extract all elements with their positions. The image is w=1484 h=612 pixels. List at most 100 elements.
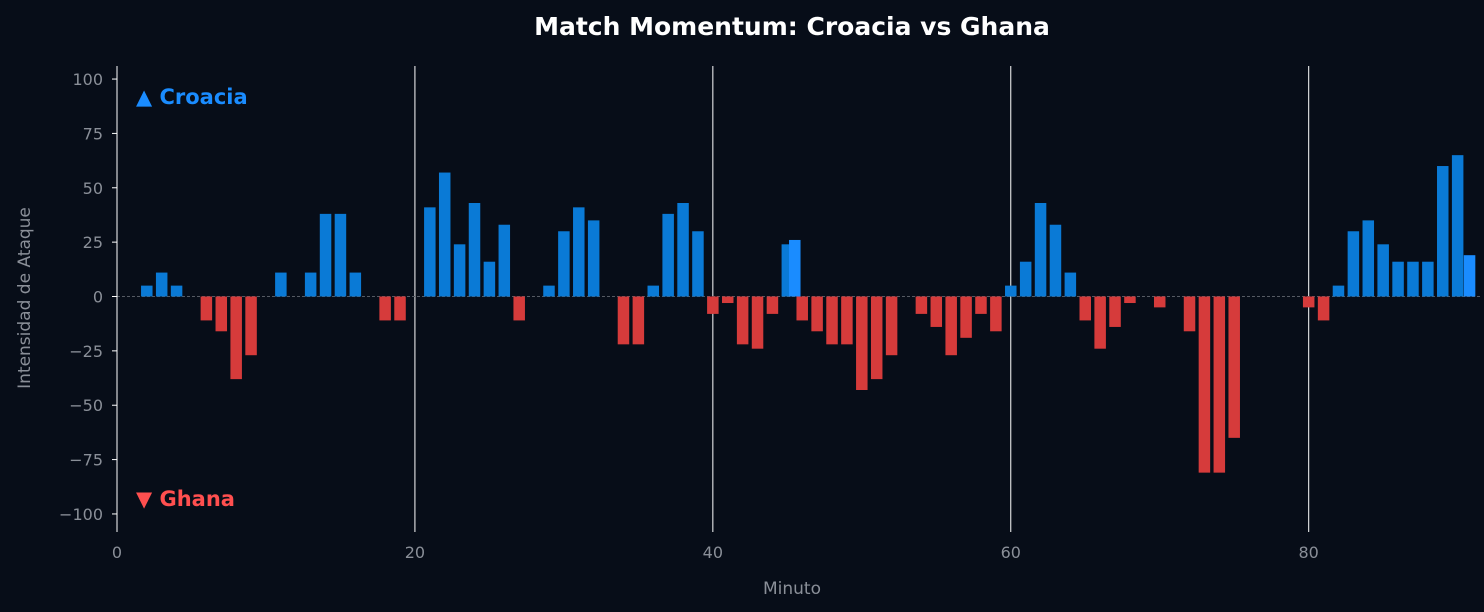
- bar: [1437, 166, 1449, 297]
- bar: [170, 285, 183, 297]
- bar: [930, 296, 943, 327]
- bar: [789, 239, 801, 297]
- bar: [721, 296, 734, 304]
- bar: [438, 172, 451, 297]
- x-tick-label: 80: [1299, 543, 1319, 562]
- bar: [155, 272, 168, 297]
- legend-ghana: ▼ Ghana: [136, 487, 235, 511]
- bar: [647, 285, 660, 297]
- bar: [692, 231, 704, 297]
- bar: [662, 213, 674, 297]
- bar: [1094, 296, 1106, 349]
- bar: [1064, 272, 1077, 297]
- x-axis-label: Minuto: [763, 579, 821, 599]
- x-tick-label: 0: [112, 543, 122, 562]
- bar: [826, 296, 838, 345]
- bar: [870, 296, 883, 380]
- legend-croacia: ▲ Croacia: [136, 85, 248, 109]
- bar: [796, 296, 808, 321]
- bar: [304, 272, 317, 297]
- bar: [543, 285, 555, 297]
- bar: [811, 296, 823, 332]
- y-ticks: 100 75 50 25 0 −25 −50 −75 −100: [59, 70, 117, 524]
- bar: [632, 296, 645, 345]
- bar: [1392, 261, 1404, 297]
- y-tick-label: −50: [69, 396, 103, 415]
- y-axis-label: Intensidad de Ataque: [15, 207, 35, 389]
- bar: [587, 220, 600, 297]
- bar: [334, 213, 347, 297]
- y-tick-label: 75: [83, 124, 103, 143]
- bar: [1198, 296, 1211, 473]
- bar: [468, 202, 481, 297]
- bar: [677, 202, 689, 297]
- bar: [1377, 244, 1389, 297]
- bar: [1005, 285, 1017, 297]
- bar: [1019, 261, 1032, 297]
- bar: [1332, 285, 1345, 297]
- bar: [736, 296, 749, 345]
- x-ticks: 0 20 40 60 80: [112, 527, 1319, 562]
- bar: [1034, 202, 1047, 297]
- y-tick-label: 100: [72, 70, 103, 89]
- bar: [781, 244, 794, 297]
- bar: [483, 261, 496, 297]
- bar: [1109, 296, 1121, 327]
- bar: [1407, 261, 1419, 297]
- x-tick-label: 20: [405, 543, 425, 562]
- bar: [141, 285, 153, 297]
- bar: [1183, 296, 1196, 332]
- bars: [141, 155, 1476, 473]
- bar: [1302, 296, 1315, 308]
- bar: [990, 296, 1002, 332]
- y-tick-label: 0: [93, 288, 103, 307]
- bar: [453, 244, 466, 297]
- bar: [1422, 261, 1434, 297]
- bar: [1228, 296, 1240, 438]
- bar: [1347, 231, 1360, 297]
- bar: [1153, 296, 1166, 308]
- bar: [1213, 296, 1226, 473]
- bar: [349, 272, 362, 297]
- bar: [275, 272, 287, 297]
- bar: [558, 231, 570, 297]
- bar: [424, 207, 436, 297]
- bar: [394, 296, 406, 321]
- bar: [856, 296, 868, 391]
- bar: [1049, 224, 1062, 297]
- bar: [200, 296, 213, 321]
- bar: [707, 296, 719, 314]
- bar: [498, 224, 511, 297]
- bar: [766, 296, 779, 314]
- bar: [945, 296, 957, 356]
- bar: [841, 296, 853, 345]
- bar: [379, 296, 391, 321]
- bar: [1079, 296, 1092, 321]
- bar: [1451, 155, 1464, 297]
- bar: [885, 296, 898, 356]
- bar: [960, 296, 972, 338]
- bar: [215, 296, 228, 332]
- bar: [751, 296, 764, 349]
- bar: [573, 207, 585, 297]
- x-tick-label: 60: [1001, 543, 1021, 562]
- chart-title: Match Momentum: Croacia vs Ghana: [534, 12, 1050, 41]
- bar: [319, 213, 332, 297]
- bar: [513, 296, 525, 321]
- bar: [1124, 296, 1136, 304]
- bar: [1362, 220, 1375, 297]
- bar: [915, 296, 928, 314]
- bar: [617, 296, 630, 345]
- y-tick-label: −75: [69, 451, 103, 470]
- bar: [245, 296, 257, 356]
- y-tick-label: 50: [83, 179, 103, 198]
- y-tick-label: −25: [69, 342, 103, 361]
- bar: [1463, 255, 1476, 297]
- bar: [230, 296, 242, 380]
- bar: [1317, 296, 1330, 321]
- bar: [975, 296, 987, 314]
- y-tick-label: 25: [83, 233, 103, 252]
- x-tick-label: 40: [703, 543, 723, 562]
- y-tick-label: −100: [59, 505, 103, 524]
